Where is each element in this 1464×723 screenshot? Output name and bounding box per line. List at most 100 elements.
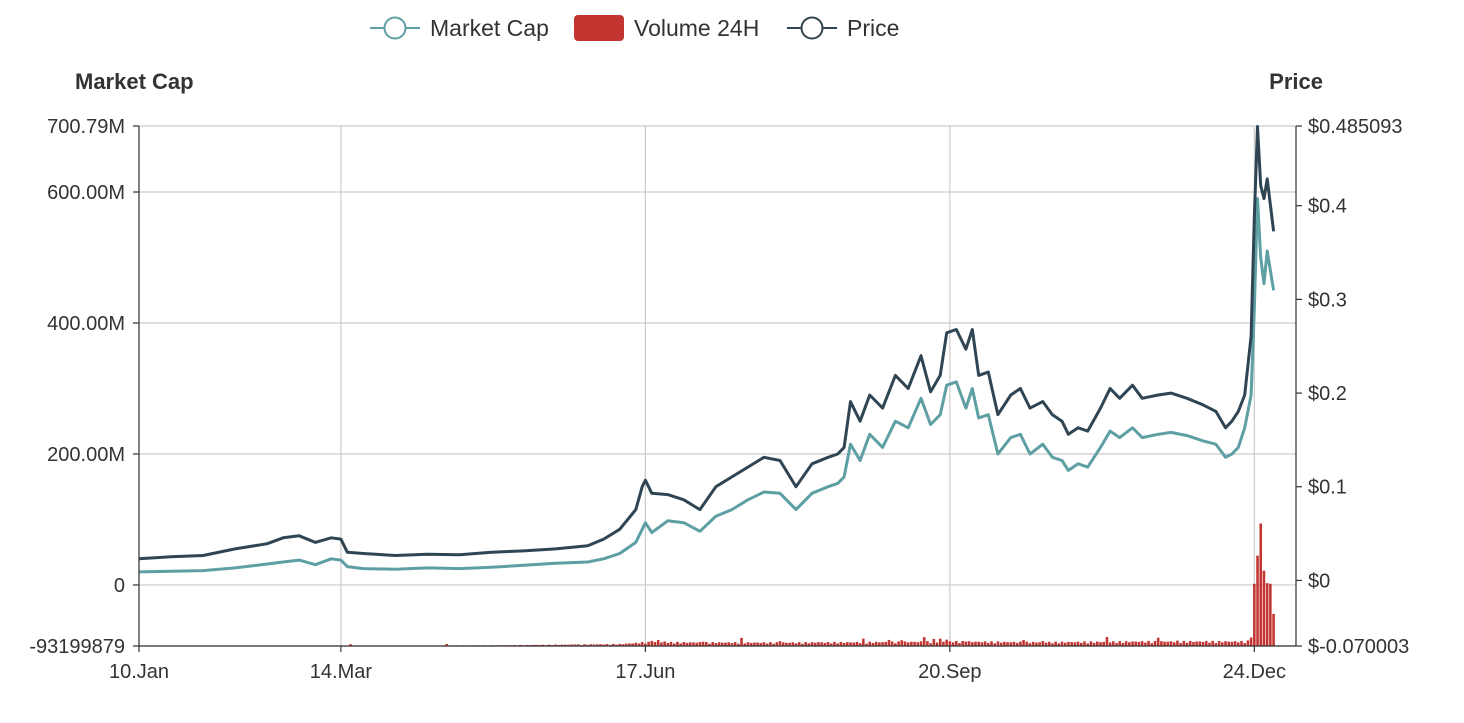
market-cap-line <box>139 199 1274 572</box>
volume-bar <box>968 641 971 646</box>
left-axis-tick-label: 0 <box>114 575 125 597</box>
volume-bar <box>1211 641 1214 646</box>
volume-bar <box>1090 641 1093 646</box>
volume-bar <box>1199 641 1202 646</box>
volume-bar <box>868 642 871 646</box>
volume-bar <box>1247 640 1250 646</box>
volume-bar <box>1138 642 1141 646</box>
volume-bar <box>1167 642 1170 646</box>
volume-bar <box>891 642 894 646</box>
left-axis-title: Market Cap <box>75 69 194 94</box>
right-axis-tick-label: $0.3 <box>1308 289 1347 311</box>
legend: Market Cap Volume 24H Price <box>370 15 899 41</box>
volume-bar <box>1048 642 1051 646</box>
volume-bar <box>897 641 900 646</box>
volume-bar <box>740 638 743 646</box>
x-axis-tick-label: 20.Sep <box>918 661 981 683</box>
legend-item-price[interactable]: Price <box>787 15 899 41</box>
right-axis-tick-label: $-0.070003 <box>1308 636 1409 658</box>
volume-bar <box>1259 524 1262 646</box>
left-axis-tick-label: 200.00M <box>47 444 125 466</box>
right-axis-tick-label: $0.4 <box>1308 196 1347 218</box>
legend-item-market-cap[interactable]: Market Cap <box>370 15 549 41</box>
volume-bar <box>1118 641 1121 646</box>
volume-bar <box>856 642 859 646</box>
volume-bar <box>1170 641 1173 646</box>
left-axis-tick-label: 700.79M <box>47 116 125 138</box>
legend-swatch-circle-icon <box>385 18 406 39</box>
left-axis-tick-label: -93199879 <box>29 636 125 658</box>
volume-bar <box>904 641 907 646</box>
volume-bar <box>676 642 679 646</box>
legend-label: Price <box>847 15 899 41</box>
legend-swatch-circle-icon <box>802 18 823 39</box>
volume-bar <box>1250 637 1253 646</box>
volume-bar <box>942 642 945 646</box>
line-series <box>139 127 1274 572</box>
volume-bar <box>1240 641 1243 646</box>
volume-bar <box>1176 641 1179 646</box>
volume-bar <box>779 641 782 646</box>
x-axis-tick-label: 10.Jan <box>109 661 169 683</box>
volume-bar <box>926 641 929 646</box>
volume-bar <box>1205 641 1208 646</box>
volume-bar <box>1131 641 1134 646</box>
volume-bar <box>1218 641 1221 646</box>
right-axis-tick-label: $0 <box>1308 570 1330 592</box>
volume-bar <box>920 641 923 646</box>
volume-bar <box>1061 642 1064 646</box>
volume-bar <box>1054 642 1057 646</box>
volume-bar <box>647 642 650 646</box>
volume-bar <box>1125 641 1128 646</box>
volume-bar <box>1183 641 1186 646</box>
volume-bar <box>1160 641 1163 646</box>
volume-bar <box>990 641 993 646</box>
left-axis-tick-label: 600.00M <box>47 182 125 204</box>
volume-bar <box>1102 642 1105 646</box>
volume-bar <box>884 642 887 646</box>
volume-bar <box>1253 584 1256 646</box>
volume-bar <box>1272 614 1275 646</box>
left-axis-tick-label: 400.00M <box>47 313 125 335</box>
volume-bar <box>1013 642 1016 646</box>
volume-bar <box>1106 637 1109 646</box>
volume-bar <box>1227 642 1230 646</box>
axes: -93199879 0 200.00M 400.00M 600.00M 700.79M $-… <box>29 116 1409 683</box>
volume-bar <box>977 642 980 646</box>
volume-bar <box>1256 556 1259 646</box>
volume-bar <box>913 642 916 646</box>
price-line <box>139 127 1274 559</box>
x-axis-tick-label: 17.Jun <box>615 661 675 683</box>
volume-bar <box>997 641 1000 646</box>
volume-bar <box>939 639 942 646</box>
volume-bar <box>1189 641 1192 646</box>
volume-bar <box>933 639 936 646</box>
volume-bar <box>984 641 987 646</box>
volume-bar <box>862 639 865 646</box>
volume-bar <box>923 637 926 646</box>
volume-bar <box>1141 641 1144 646</box>
volume-bar <box>670 642 673 646</box>
volume-bar <box>1147 641 1150 646</box>
x-axis-tick-label: 24.Dec <box>1223 661 1286 683</box>
volume-bar <box>651 641 654 646</box>
volume-bar <box>1134 642 1137 646</box>
volume-bar <box>901 640 904 646</box>
volume-bar <box>702 642 705 646</box>
volume-bar <box>663 641 666 646</box>
legend-label: Volume 24H <box>634 15 759 41</box>
x-axis-tick-label: 14.Mar <box>310 661 373 683</box>
right-axis-tick-label: $0.2 <box>1308 383 1347 405</box>
legend-item-volume-24h[interactable]: Volume 24H <box>574 15 759 41</box>
volume-bar <box>965 642 968 646</box>
volume-bar <box>1083 641 1086 646</box>
volume-bar <box>1266 583 1269 646</box>
grid <box>139 126 1296 646</box>
volume-bar <box>1025 642 1028 646</box>
right-axis-title: Price <box>1269 69 1323 94</box>
right-axis-tick-label: $0.485093 <box>1308 116 1403 138</box>
volume-bar <box>1067 642 1070 646</box>
volume-bar <box>1154 641 1157 646</box>
